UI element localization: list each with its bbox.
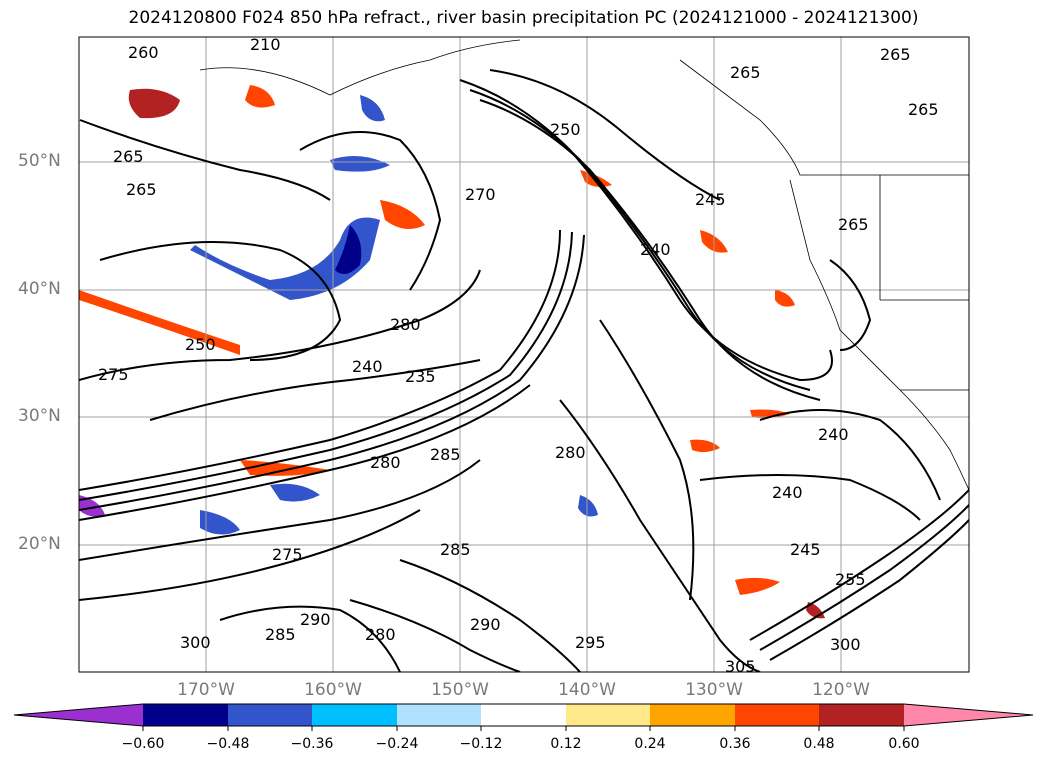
- contour-label: 300: [180, 633, 211, 652]
- contour-label: 295: [575, 633, 606, 652]
- contour-label: 265: [908, 100, 939, 119]
- contour-label: 240: [640, 240, 671, 259]
- colorbar: [13, 703, 1034, 731]
- contour-label: 280: [390, 315, 421, 334]
- lat-label-40n: 40°N: [18, 279, 61, 299]
- colorbar-segment: [397, 704, 481, 726]
- colorbar-tick-label: 0.36: [719, 736, 751, 752]
- colorbar-segment: [566, 704, 650, 726]
- contour-label: 260: [128, 43, 159, 62]
- colorbar-segment: [650, 704, 735, 726]
- contour-label: 265: [730, 63, 761, 82]
- contour-label: 265: [126, 180, 157, 199]
- map-frame: [78, 36, 970, 673]
- contour-label: 275: [272, 545, 303, 564]
- contour-label: 265: [113, 147, 144, 166]
- lon-label-170w: 170°W: [177, 680, 235, 700]
- colorbar-tick-label: −0.60: [121, 736, 165, 752]
- lat-label-50n: 50°N: [18, 151, 61, 171]
- colorbar-min-extension: [14, 704, 143, 726]
- contour-label: 290: [300, 610, 331, 629]
- lat-label-20n: 20°N: [18, 534, 61, 554]
- colorbar-tick-label: 0.48: [803, 736, 835, 752]
- contour-label: 255: [835, 570, 866, 589]
- lat-label-30n: 30°N: [18, 406, 61, 426]
- colorbar-tick-label: −0.24: [375, 736, 419, 752]
- contour-label: 285: [430, 445, 461, 464]
- colorbar-segment: [312, 704, 397, 726]
- colorbar-tick-label: −0.48: [206, 736, 250, 752]
- lon-label-150w: 150°W: [431, 680, 489, 700]
- contour-label: 240: [352, 357, 383, 376]
- lon-label-160w: 160°W: [304, 680, 362, 700]
- colorbar-segment: [735, 704, 819, 726]
- colorbar-segment: [481, 704, 566, 726]
- contour-labels: 260 265 265 265 250 275 240 235 280 285 …: [98, 35, 939, 676]
- contour-label: 245: [695, 190, 726, 209]
- colorbar-tick-label: −0.12: [459, 736, 503, 752]
- contour-label: 280: [370, 453, 401, 472]
- contour-label: 285: [265, 625, 296, 644]
- contour-label: 265: [838, 215, 869, 234]
- colorbar-tick-label: 0.12: [550, 736, 582, 752]
- colorbar-max-extension: [904, 704, 1033, 726]
- contour-label: 265: [880, 45, 911, 64]
- contour-label: 250: [550, 120, 581, 139]
- precip-patches: [79, 85, 825, 619]
- contour-label: 240: [818, 425, 849, 444]
- contour-label: 280: [365, 625, 396, 644]
- colorbar-segment: [228, 704, 312, 726]
- colorbar-tick-label: 0.60: [888, 736, 920, 752]
- contour-label: 300: [830, 635, 861, 654]
- lon-label-130w: 130°W: [685, 680, 743, 700]
- coastlines: [199, 39, 969, 491]
- map-title: 2024120800 F024 850 hPa refract., river …: [128, 8, 919, 28]
- lon-label-120w: 120°W: [812, 680, 870, 700]
- colorbar-tick-label: −0.36: [290, 736, 334, 752]
- contour-label: 270: [465, 185, 496, 204]
- graticule: [79, 37, 969, 672]
- contour-label: 245: [790, 540, 821, 559]
- contour-label: 250: [185, 335, 216, 354]
- colorbar-tick-label: 0.24: [634, 736, 666, 752]
- contour-label: 280: [555, 443, 586, 462]
- contour-label: 305: [725, 657, 756, 676]
- colorbar-segment: [819, 704, 904, 726]
- contour-label: 240: [772, 483, 803, 502]
- contour-label: 235: [405, 367, 436, 386]
- contour-label: 210: [250, 35, 281, 54]
- contour-label: 290: [470, 615, 501, 634]
- refractivity-contours: [79, 69, 969, 672]
- lon-label-140w: 140°W: [558, 680, 616, 700]
- contour-label: 285: [440, 540, 471, 559]
- contour-label: 275: [98, 365, 129, 384]
- colorbar-segment: [143, 704, 228, 726]
